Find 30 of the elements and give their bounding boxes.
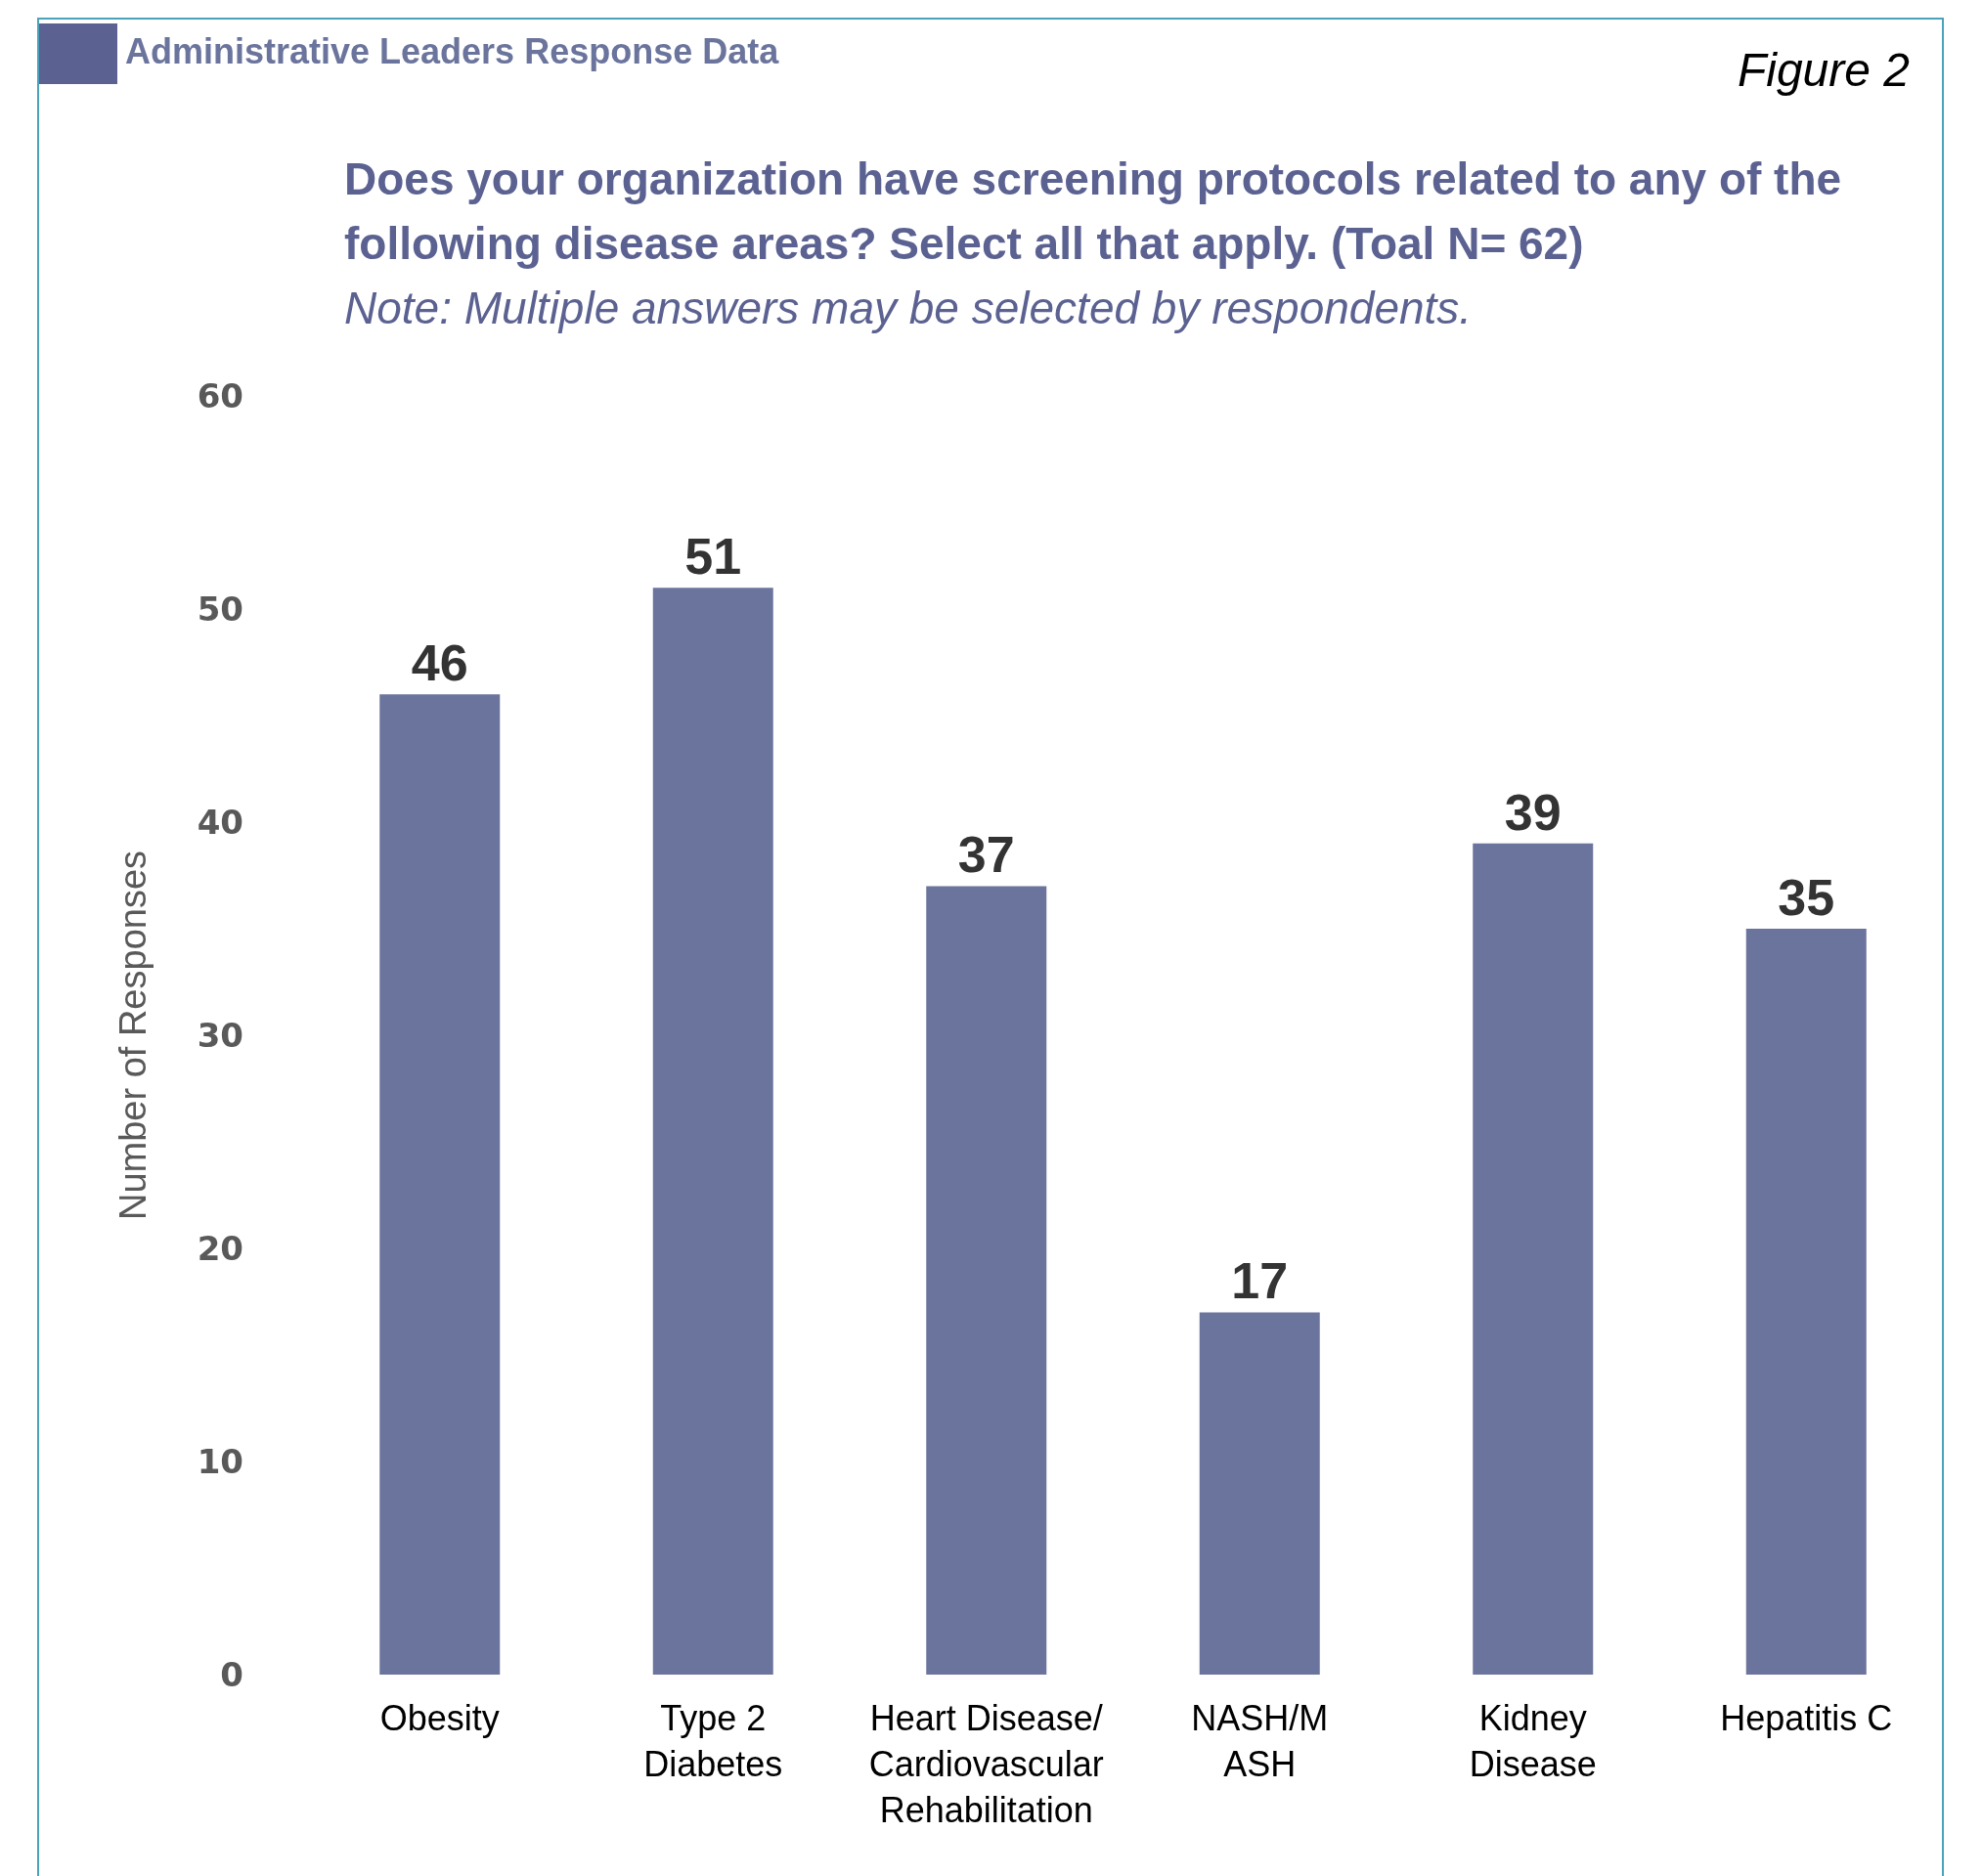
y-axis-title: Number of Responses [111, 850, 154, 1221]
bar [1199, 1312, 1320, 1675]
chart-title: Does your organization have screening protocols related to any of the following disease areas? Select all that apply. (Toal N= 62) [344, 153, 1843, 271]
y-tick-label: 60 [197, 375, 243, 415]
bar [379, 694, 501, 1675]
data-label: 17 [1231, 1252, 1289, 1310]
y-tick-label: 50 [197, 589, 243, 629]
data-label: 35 [1778, 869, 1835, 926]
bar [926, 886, 1047, 1675]
text: Administrative Leaders Response Data [125, 31, 779, 72]
chart-subtitle: Note: Multiple answers may be selected by respondents. [344, 282, 1474, 335]
y-tick-label: 20 [197, 1228, 243, 1268]
x-tick-label: NASH/M ASH [1191, 1698, 1329, 1784]
data-label: 51 [684, 528, 742, 586]
x-tick-label: Heart Disease/ Cardiovascular Rehabilitation [868, 1698, 1104, 1830]
x-tick-label: Type 2 Diabetes [643, 1698, 783, 1784]
caption: Figure 2 [1737, 43, 1910, 97]
x-tick-label: Hepatitis C [1720, 1698, 1893, 1738]
y-tick-label: 30 [197, 1015, 243, 1055]
data-label: 46 [411, 634, 468, 692]
y-tick-label: 40 [197, 802, 243, 842]
bar [1473, 843, 1594, 1675]
y-tick-label: 10 [197, 1441, 243, 1481]
x-tick-label: Kidney Disease [1469, 1698, 1597, 1784]
data-label: 37 [957, 826, 1015, 884]
x-tick-label: Obesity [379, 1698, 500, 1738]
bar [652, 588, 773, 1675]
y-tick-label: 0 [220, 1654, 243, 1694]
data-label: 39 [1504, 783, 1562, 841]
bar [1745, 929, 1867, 1675]
